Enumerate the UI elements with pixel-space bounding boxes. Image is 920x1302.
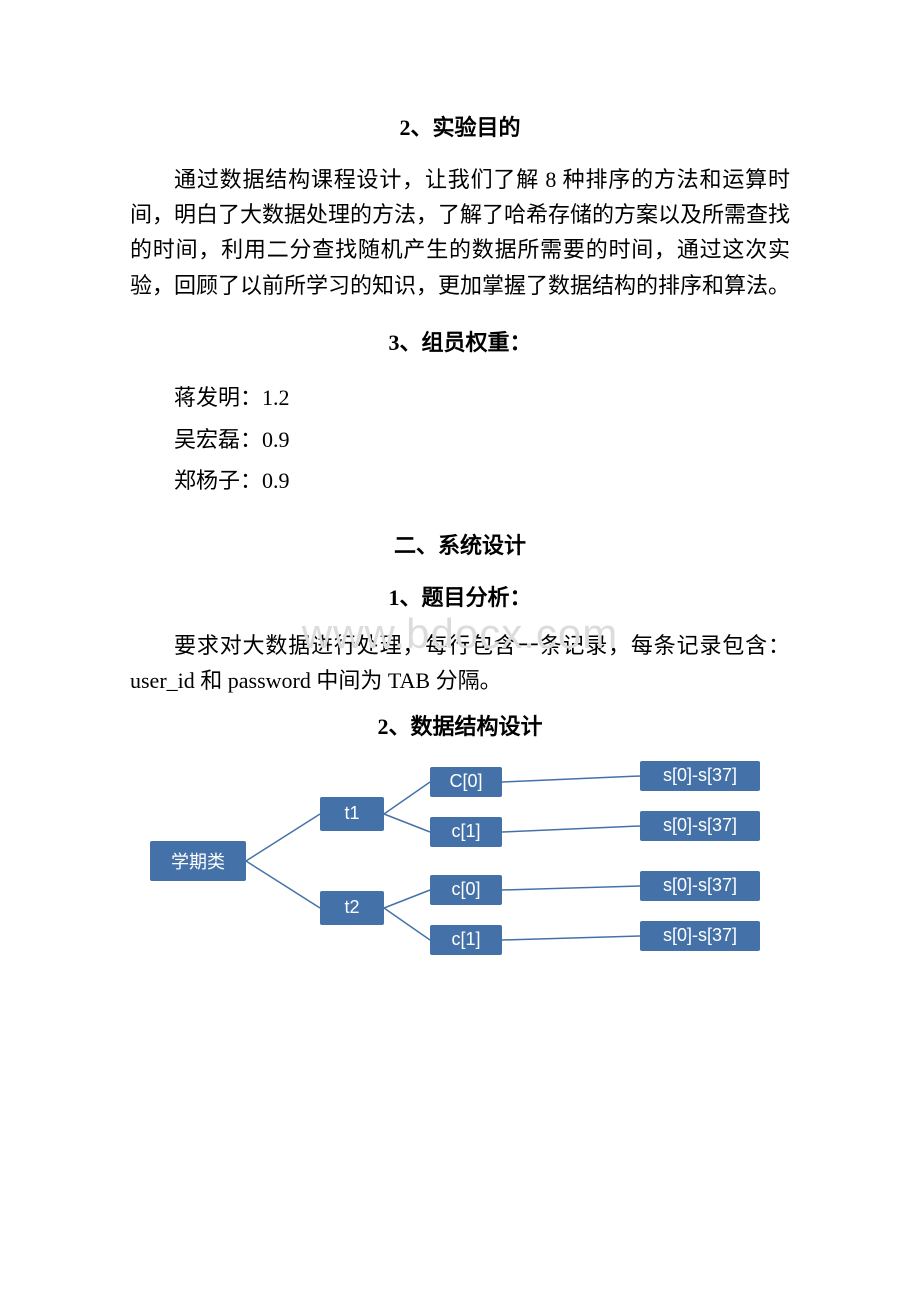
tree-node-t1: t1 — [320, 797, 384, 831]
tree-edge — [502, 826, 640, 832]
tree-edge — [246, 814, 320, 861]
member-1: 蒋发明：1.2 — [130, 377, 790, 419]
tree-node-c01: c[1] — [430, 817, 502, 847]
tree-edge — [384, 890, 430, 908]
tree-node-s0: s[0]-s[37] — [640, 761, 760, 791]
heading-sub-2: 2、数据结构设计 — [130, 709, 790, 741]
tree-edge — [502, 776, 640, 782]
heading-purpose: 2、实验目的 — [130, 110, 790, 142]
member-2: 吴宏磊：0.9 — [130, 419, 790, 461]
tree-node-c11: c[1] — [430, 925, 502, 955]
tree-edge — [384, 908, 430, 940]
tree-node-c10: c[0] — [430, 875, 502, 905]
tree-node-s3: s[0]-s[37] — [640, 921, 760, 951]
tree-edge — [502, 936, 640, 940]
tree-node-s2: s[0]-s[37] — [640, 871, 760, 901]
tree-edge — [246, 861, 320, 908]
member-3: 郑杨子：0.9 — [130, 460, 790, 502]
paragraph-purpose: 通过数据结构课程设计，让我们了解 8 种排序的方法和运算时间，明白了大数据处理的… — [130, 162, 790, 303]
tree-edge — [384, 814, 430, 832]
tree-node-c00: C[0] — [430, 767, 502, 797]
tree-node-t2: t2 — [320, 891, 384, 925]
document-body: 2、实验目的 通过数据结构课程设计，让我们了解 8 种排序的方法和运算时间，明白… — [130, 110, 790, 965]
paragraph-analysis: 要求对大数据进行处理，每行包含一条记录，每条记录包含：user_id 和 pas… — [130, 628, 790, 698]
tree-node-root: 学期类 — [150, 841, 246, 881]
tree-diagram: 学期类 t1 t2 C[0] c[1] c[0] c[1] s[0]-s[37] s[0]-s[… — [130, 755, 790, 965]
tree-edge — [384, 782, 430, 814]
tree-edge — [502, 886, 640, 890]
heading-members: 3、组员权重： — [130, 325, 790, 357]
heading-sub-1: 1、题目分析： — [130, 580, 790, 612]
tree-node-s1: s[0]-s[37] — [640, 811, 760, 841]
heading-section-2: 二、系统设计 — [130, 528, 790, 560]
